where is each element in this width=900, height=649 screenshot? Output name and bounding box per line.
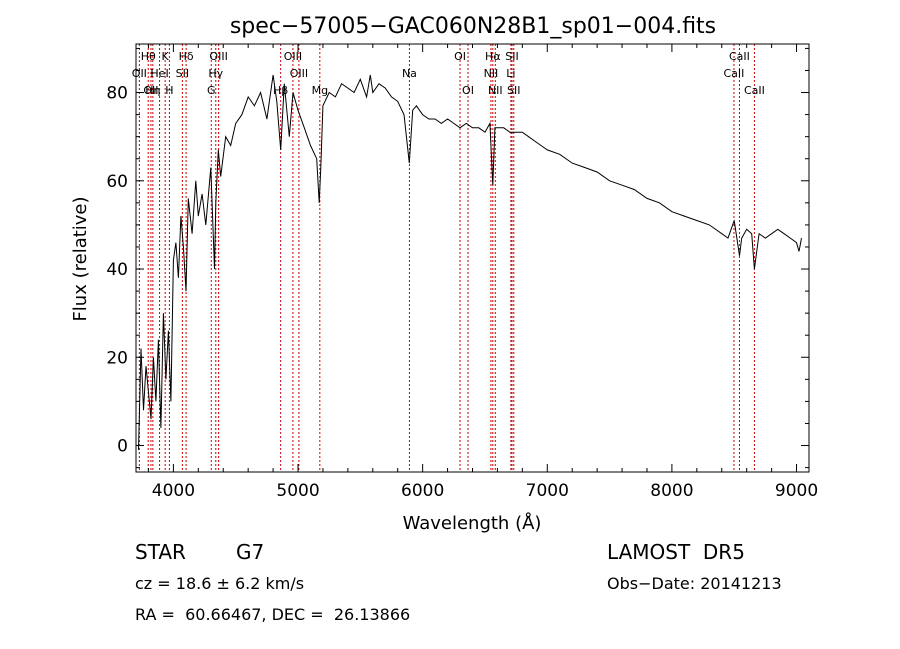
y-tick-label: 20	[106, 348, 128, 368]
y-axis-label: Flux (relative)	[70, 196, 91, 321]
line-label: NII	[488, 84, 503, 97]
line-label: Hθ	[141, 50, 156, 63]
x-tick-label: 5000	[276, 481, 319, 501]
spectral-line-markers	[138, 44, 755, 472]
subclass: G7	[236, 540, 265, 564]
line-label: Mg	[312, 84, 328, 97]
x-axis: 4000 5000 6000 7000 8000 9000	[147, 44, 818, 501]
line-label: Hη	[145, 84, 160, 97]
line-label: NII	[484, 67, 499, 80]
survey-name: LAMOST DR5	[607, 540, 745, 564]
x-tick-label: 4000	[152, 481, 195, 501]
coordinates: RA = 60.66467, DEC = 26.13866	[135, 605, 411, 624]
spectral-line-labels: OIIHθOIIHηHeIKHSIIHδHγGOIIIHβOIIIOIIIMgN…	[132, 50, 765, 97]
line-label: G	[207, 84, 216, 97]
line-label: SII	[505, 50, 518, 63]
line-label: Hγ	[208, 67, 223, 80]
spectrum-line	[138, 74, 802, 450]
line-label: HeI	[150, 67, 168, 80]
line-label: Hα	[485, 50, 501, 63]
x-tick-label: 6000	[401, 481, 444, 501]
x-axis-label: Wavelength (Å)	[403, 512, 542, 534]
plot-frame	[135, 43, 810, 473]
x-tick-label: 8000	[650, 481, 693, 501]
line-label: OII	[143, 84, 158, 97]
y-tick-label: 80	[106, 84, 128, 104]
line-label: OIII	[209, 50, 227, 63]
line-label: CaII	[724, 67, 745, 80]
chart-title: spec−57005−GAC060N28B1_sp01−004.fits	[230, 14, 716, 39]
y-tick-label: 40	[106, 260, 128, 280]
observation-date: Obs−Date: 20141213	[607, 574, 782, 593]
line-label: OIII	[284, 50, 302, 63]
line-label: OI	[454, 50, 466, 63]
line-label: Na	[402, 67, 417, 80]
line-label: Hδ	[179, 50, 194, 63]
line-label: OII	[132, 67, 147, 80]
line-label: H	[165, 84, 173, 97]
x-tick-label: 9000	[775, 481, 818, 501]
y-axis: 0 20 40 60 80	[106, 47, 809, 469]
x-tick-label: 7000	[526, 481, 569, 501]
line-label: K	[162, 50, 170, 63]
object-class: STAR	[135, 540, 186, 564]
line-label: OI	[462, 84, 474, 97]
y-tick-label: 0	[117, 437, 128, 457]
redshift-velocity: cz = 18.6 ± 6.2 km/s	[135, 574, 305, 593]
line-label: OIII	[290, 67, 308, 80]
line-label: Li	[506, 67, 515, 80]
y-tick-label: 60	[106, 172, 128, 192]
line-label: SII	[507, 84, 520, 97]
line-label: SII	[176, 67, 189, 80]
line-label: CaII	[729, 50, 750, 63]
line-label: CaII	[744, 84, 765, 97]
